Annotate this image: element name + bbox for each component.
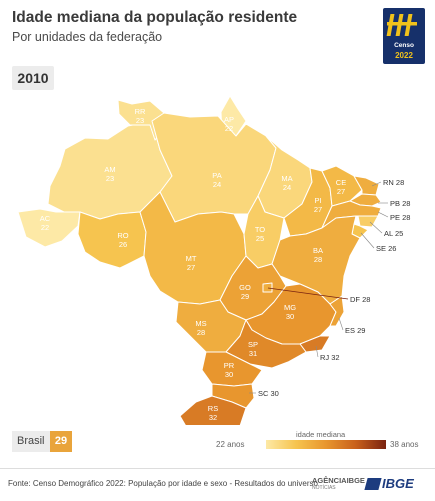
state-code-PR: PR <box>224 361 235 370</box>
leader-line-DF <box>267 287 349 300</box>
state-code-GO: GO <box>239 283 251 292</box>
leader-line-PE <box>377 211 389 218</box>
state-code-PA: PA <box>212 171 221 180</box>
brasil-label: Brasil <box>12 431 53 452</box>
state-code-RR: RR <box>135 107 146 116</box>
state-value-BA: 28 <box>314 255 322 264</box>
state-code-MS: MS <box>195 319 206 328</box>
state-value-RO: 26 <box>119 240 127 249</box>
state-code-PI: PI <box>314 196 321 205</box>
state-RS[interactable] <box>179 395 247 425</box>
state-value-MT: 27 <box>187 263 195 272</box>
ibge-mark-icon <box>364 478 382 490</box>
state-code-RO: RO <box>117 231 128 240</box>
state-DF[interactable] <box>262 282 273 293</box>
state-code-MG: MG <box>284 303 296 312</box>
state-code-MT: MT <box>186 254 197 263</box>
state-value-MS: 28 <box>197 328 205 337</box>
censo-2022-logo: Censo 2022 <box>383 8 425 64</box>
footer: Fonte: Censo Demográfico 2022: População… <box>0 468 435 501</box>
logo-censo-text: Censo <box>394 42 414 49</box>
leader-line-RN <box>371 181 382 187</box>
state-code-AM: AM <box>104 165 115 174</box>
state-value-MG: 30 <box>286 312 294 321</box>
state-label-AL: AL 25 <box>384 229 403 238</box>
leader-line-SE <box>360 232 375 249</box>
state-SP[interactable] <box>225 319 307 369</box>
state-label-PB: PB 28 <box>390 199 410 208</box>
leader-line-RJ <box>315 345 319 358</box>
legend-title: idade mediana <box>296 430 346 439</box>
legend-color-bar <box>266 440 386 449</box>
state-CE[interactable] <box>321 165 363 207</box>
state-code-CE: CE <box>336 178 346 187</box>
source-note: Fonte: Censo Demográfico 2022: População… <box>8 479 318 488</box>
state-code-MA: MA <box>281 174 292 183</box>
state-code-AP: AP <box>224 115 234 124</box>
state-value-RS: 32 <box>209 413 217 422</box>
censo-emblem-icon <box>386 14 417 36</box>
state-value-CE: 27 <box>337 187 345 196</box>
agencia-ibge-logo[interactable]: AGÊNCIAIBGE <box>312 476 365 485</box>
state-label-DF: DF 28 <box>350 295 370 304</box>
ibge-logo[interactable]: IBGE <box>382 476 414 491</box>
state-AL[interactable] <box>357 215 379 228</box>
state-value-AP: 22 <box>225 124 233 133</box>
state-value-PR: 30 <box>225 370 233 379</box>
state-label-RN: RN 28 <box>383 178 404 187</box>
state-code-AC: AC <box>40 214 51 223</box>
state-value-GO: 29 <box>241 292 249 301</box>
state-value-SP: 31 <box>249 349 257 358</box>
state-code-TO: TO <box>255 225 265 234</box>
year-badge: 2010 <box>12 66 54 90</box>
state-value-PA: 24 <box>213 180 221 189</box>
agencia-noticias-text: NOTÍCIAS <box>312 485 336 491</box>
state-value-AM: 23 <box>106 174 114 183</box>
state-value-PI: 27 <box>314 205 322 214</box>
state-value-MA: 24 <box>283 183 291 192</box>
label-leader-lines <box>249 181 389 394</box>
state-label-PE: PE 28 <box>390 213 410 222</box>
legend-min-label: 22 anos <box>216 440 245 449</box>
state-value-AC: 22 <box>41 223 49 232</box>
state-code-BA: BA <box>313 246 323 255</box>
state-ES[interactable] <box>329 295 345 327</box>
state-value-TO: 25 <box>256 234 264 243</box>
state-code-SP: SP <box>248 340 258 349</box>
state-code-RS: RS <box>208 404 218 413</box>
leader-line-AL <box>369 221 383 234</box>
state-label-ES: ES 29 <box>345 326 365 335</box>
page-subtitle: Por unidades da federação <box>12 30 163 44</box>
logo-year-text: 2022 <box>395 51 413 60</box>
brasil-value: 29 <box>50 431 72 452</box>
state-label-RJ: RJ 32 <box>320 353 340 362</box>
leader-line-ES <box>338 317 344 331</box>
state-value-RR: 23 <box>136 116 144 125</box>
legend-max-label: 38 anos <box>390 440 419 449</box>
state-label-SC: SC 30 <box>258 389 279 398</box>
state-RO[interactable] <box>77 211 147 269</box>
page-title: Idade mediana da população residente <box>12 9 298 26</box>
state-label-SE: SE 26 <box>376 244 396 253</box>
